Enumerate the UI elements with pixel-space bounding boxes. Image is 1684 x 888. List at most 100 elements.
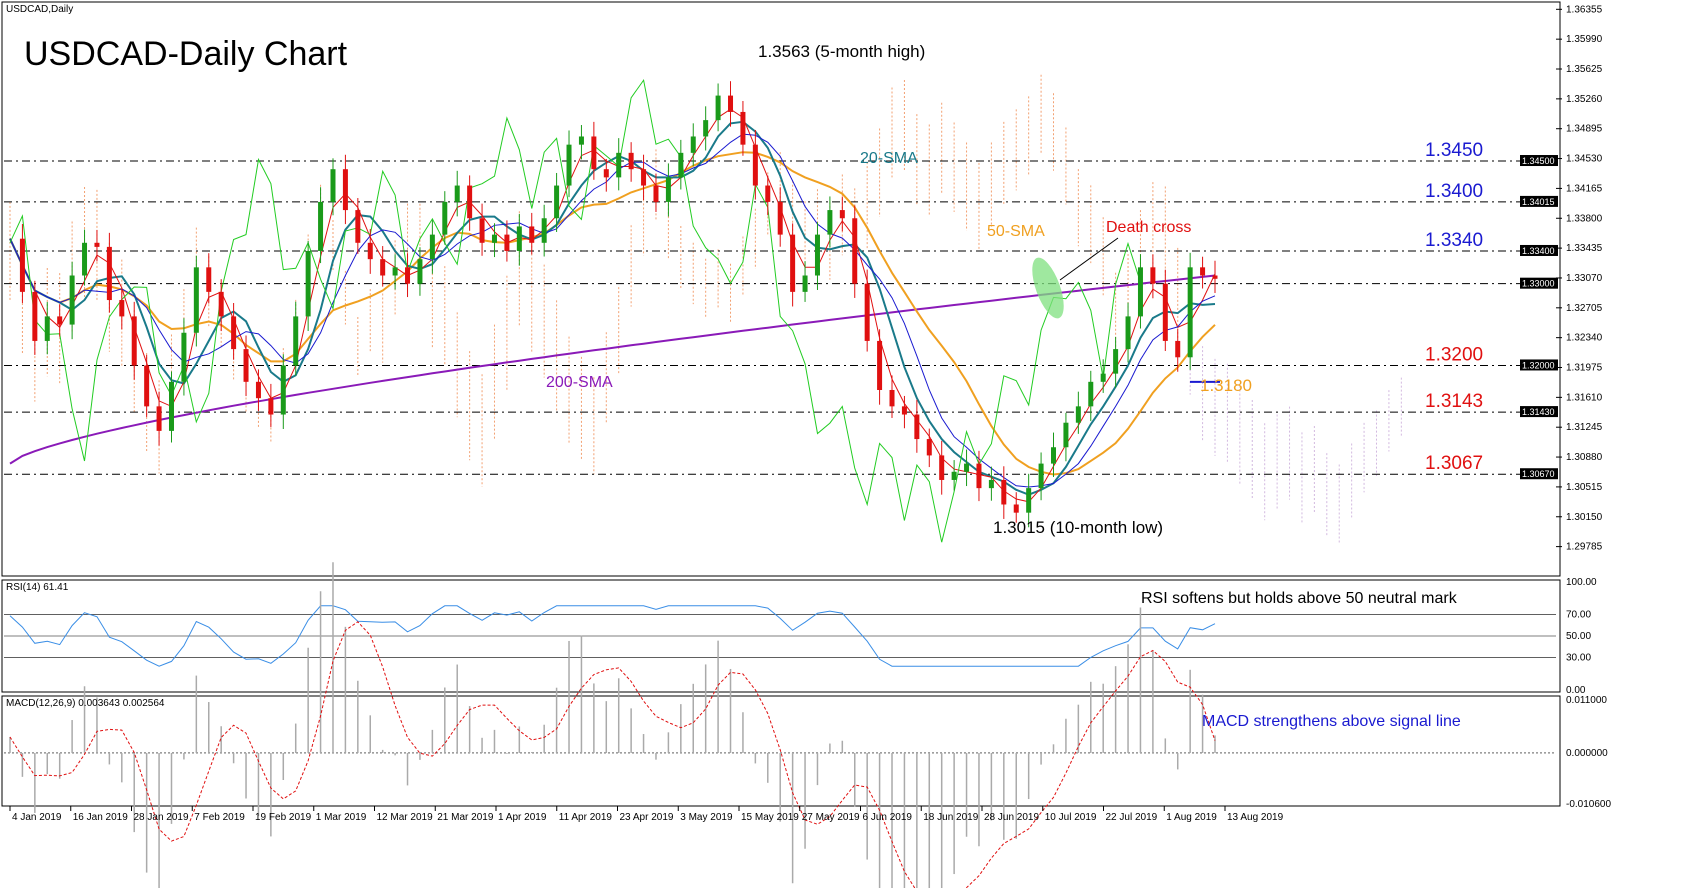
candle-body: [703, 120, 709, 137]
candle-body: [218, 291, 224, 317]
candle-body: [181, 332, 187, 382]
candle-body: [790, 234, 796, 292]
candle-body: [926, 439, 932, 456]
candle-body: [82, 242, 88, 276]
sma200-line: [9, 274, 1216, 465]
candle-body: [168, 381, 174, 431]
price-tick-label: 1.30880: [1566, 452, 1603, 463]
sma20-line: [9, 120, 1216, 496]
candle-body: [1175, 340, 1181, 358]
date-tick-label: 28 Jan 2019: [134, 812, 189, 823]
rsi-tick-label: 70.00: [1566, 609, 1591, 620]
level-tag-text: 1.30670: [1522, 469, 1555, 479]
candle-body: [144, 365, 150, 407]
candle-body: [392, 267, 398, 276]
candle-body: [740, 111, 746, 145]
level-tag-text: 1.34500: [1522, 156, 1555, 166]
candle-body: [877, 340, 883, 390]
sma50-label: 50-SMA: [987, 223, 1045, 240]
candle-body: [516, 226, 522, 251]
price-tick-label: 1.34530: [1566, 154, 1603, 165]
date-tick-label: 1 Apr 2019: [498, 812, 547, 823]
date-tick-label: 10 Jul 2019: [1045, 812, 1097, 823]
candle-body: [57, 316, 63, 325]
price-tick-label: 1.34895: [1566, 124, 1603, 135]
date-tick-label: 23 Apr 2019: [620, 812, 674, 823]
rsi-line: [9, 605, 1216, 667]
rsi-tick-label: 30.00: [1566, 653, 1591, 664]
price-tick-label: 1.31610: [1566, 392, 1603, 403]
price-tick-label: 1.35260: [1566, 94, 1603, 105]
price-tick-label: 1.32705: [1566, 303, 1603, 314]
candle-body: [1113, 349, 1119, 374]
date-tick-label: 11 Apr 2019: [559, 812, 613, 823]
date-tick-label: 12 Mar 2019: [377, 812, 434, 823]
candle-body: [715, 95, 721, 121]
candle-body: [1075, 406, 1081, 423]
candle-body: [728, 95, 734, 112]
tenkan-line: [9, 108, 1216, 503]
candle-body: [305, 250, 311, 317]
rsi-tick-label: 0.00: [1566, 685, 1586, 696]
price-tick-label: 1.32340: [1566, 333, 1603, 344]
date-tick-label: 4 Jan 2019: [12, 812, 62, 823]
kijun-line: [9, 133, 1216, 488]
candle-body: [429, 234, 435, 260]
candle-body: [1088, 381, 1094, 407]
candle-body: [268, 398, 274, 415]
candle-body: [914, 414, 920, 440]
sma20-label: 20-SMA: [860, 150, 918, 167]
date-tick-label: 18 Jun 2019: [923, 812, 978, 823]
price-tick-label: 1.35625: [1566, 64, 1603, 75]
macd-signal-line: [9, 621, 1216, 888]
candle-body: [318, 201, 324, 251]
rsi-tick-label: 50.00: [1566, 631, 1591, 642]
candle-body: [839, 210, 845, 219]
candle-body: [964, 463, 970, 472]
candle-body: [976, 463, 982, 489]
candle-body: [367, 242, 373, 260]
candle-body: [678, 152, 684, 178]
level-tag-text: 1.32000: [1522, 360, 1555, 370]
price-tick-label: 1.29785: [1566, 542, 1603, 553]
candle-body: [1137, 267, 1143, 317]
candle-body: [939, 455, 945, 480]
candle-body: [1026, 488, 1032, 513]
candle-body: [131, 316, 137, 366]
candle-body: [255, 381, 261, 399]
level-tag-bg: [1520, 277, 1558, 289]
date-tick-label: 15 May 2019: [741, 812, 799, 823]
chart-title: USDCAD-Daily Chart: [24, 35, 348, 73]
candle-body: [814, 234, 820, 276]
candle-body: [628, 152, 634, 170]
candle-body: [454, 185, 460, 202]
death-cross-marker: [1032, 257, 1064, 319]
candle-body: [193, 267, 199, 333]
level-tag-text: 1.31430: [1522, 407, 1555, 417]
candlesticks: [19, 81, 1218, 528]
rsi-note: RSI softens but holds above 50 neutral m…: [1141, 590, 1458, 607]
level-label: 1.3143: [1425, 391, 1483, 412]
date-tick-label: 6 Jun 2019: [863, 812, 913, 823]
candle-body: [889, 389, 895, 407]
candle-body: [442, 201, 448, 235]
candle-body: [1100, 373, 1106, 382]
candle-body: [827, 210, 833, 235]
price-tick-label: 1.30150: [1566, 512, 1603, 523]
price-axis: 1.36355 1.35990 1.35625 1.35260 1.34895 1.345…: [1556, 4, 1603, 553]
symbol-label: USDCAD,Daily: [6, 4, 73, 15]
candle-body: [280, 365, 286, 415]
candle-body: [852, 218, 858, 284]
candle-body: [901, 406, 907, 415]
candle-body: [1200, 267, 1206, 276]
macd-tick-label: 0.011000: [1566, 695, 1607, 706]
candle-body: [554, 185, 560, 219]
candle-body: [1125, 316, 1131, 350]
candle-body: [405, 267, 411, 284]
candle-body: [32, 291, 38, 341]
date-tick-label: 1 Mar 2019: [316, 812, 367, 823]
candle-body: [765, 185, 771, 202]
candle-body: [44, 316, 50, 341]
price-tick-label: 1.30515: [1566, 482, 1603, 493]
